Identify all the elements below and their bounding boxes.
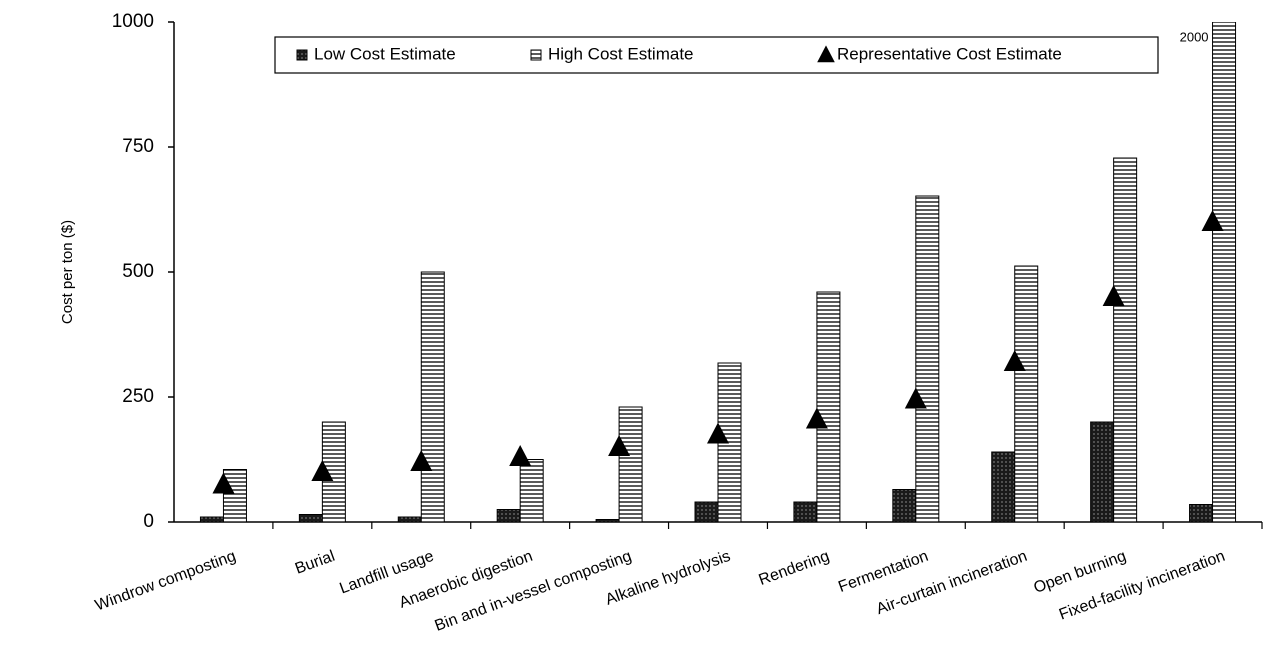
marker: [212, 472, 235, 494]
bar: [222, 469, 247, 523]
legend-swatch: [530, 49, 542, 61]
marker: [805, 407, 828, 429]
bar: [793, 501, 818, 523]
marker: [410, 450, 433, 471]
bar: [618, 406, 643, 523]
y-tick-label: 750: [122, 136, 154, 157]
marker: [904, 387, 927, 409]
y-tick-label: 0: [143, 511, 154, 532]
bar: [991, 451, 1016, 523]
bar: [199, 516, 224, 523]
legend-label: Low Cost Estimate: [314, 44, 456, 63]
x-tick-label: Fixed-facility incineration: [1057, 548, 1227, 624]
bar: [496, 509, 521, 523]
bar: [1212, 22, 1237, 523]
marker: [707, 422, 729, 444]
legend-box: [274, 36, 1159, 74]
marker: [311, 460, 334, 481]
bar: [892, 489, 917, 523]
bar: [397, 516, 422, 523]
bar: [298, 514, 323, 523]
x-tick-label: Rendering: [757, 548, 832, 589]
bar: [1113, 157, 1138, 523]
bar: [1189, 504, 1214, 523]
x-tick-label: Windrow composting: [93, 548, 238, 615]
bar: [595, 519, 620, 523]
plot-area: [199, 22, 1237, 523]
value-label: 2000: [1180, 29, 1209, 44]
bar: [519, 459, 544, 523]
marker: [608, 435, 631, 456]
y-tick-label: 500: [122, 261, 154, 282]
x-tick-label: Burial: [293, 548, 337, 578]
y-tick-label: 1000: [112, 11, 154, 32]
y-axis-label: Cost per ton ($): [59, 220, 76, 324]
marker: [1201, 210, 1224, 231]
legend-swatch: [296, 49, 308, 61]
bar: [915, 195, 940, 523]
y-tick-label: 250: [122, 386, 154, 407]
bar: [1014, 265, 1039, 523]
marker: [509, 445, 532, 466]
bar: [816, 291, 841, 523]
marker: [1003, 350, 1026, 371]
marker: [1102, 285, 1125, 306]
bar: [694, 501, 719, 523]
bar: [1090, 421, 1115, 523]
legend-marker: [817, 45, 835, 63]
bar: [420, 271, 445, 523]
legend-label: High Cost Estimate: [548, 44, 694, 63]
legend-label: Representative Cost Estimate: [837, 44, 1062, 63]
